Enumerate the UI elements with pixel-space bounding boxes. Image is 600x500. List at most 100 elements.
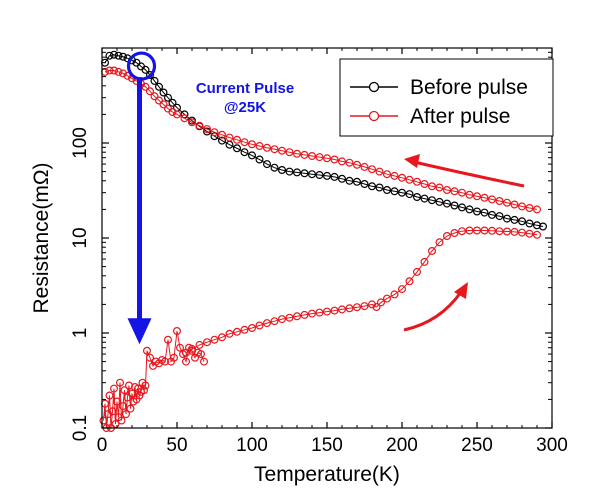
data-point (240, 148, 249, 157)
data-point (293, 312, 302, 321)
data-point (488, 226, 497, 235)
warming-direction-arrow (403, 282, 468, 332)
warming-arrowhead (454, 282, 468, 299)
data-point (338, 157, 347, 166)
y-tick-label: 10 (70, 227, 91, 248)
data-point (338, 174, 347, 183)
data-point (180, 114, 189, 123)
data-point (488, 195, 497, 204)
data-point (458, 188, 467, 197)
data-point (164, 335, 173, 344)
data-point (278, 166, 287, 175)
data-point (225, 133, 234, 142)
data-point (270, 145, 279, 154)
data-point (173, 110, 182, 119)
data-point (195, 121, 204, 130)
data-point (141, 82, 150, 91)
data-point (150, 76, 159, 85)
data-point (390, 290, 399, 299)
data-point (405, 190, 414, 199)
data-point (300, 310, 309, 319)
data-point (323, 154, 332, 163)
data-point (375, 167, 384, 176)
data-point (353, 160, 362, 169)
data-point (323, 171, 332, 180)
data-point (218, 333, 227, 342)
data-point (263, 160, 272, 169)
data-point (345, 158, 354, 167)
cooling-arrow-curve (413, 160, 525, 188)
data-point (428, 182, 437, 191)
data-point (263, 143, 272, 152)
data-point (210, 335, 219, 344)
data-point (420, 257, 429, 266)
data-point (308, 170, 317, 179)
data-point (473, 226, 482, 235)
data-point (146, 87, 155, 96)
data-point (182, 348, 191, 357)
legend-marker-before (368, 81, 380, 93)
data-point (383, 186, 392, 195)
data-point (390, 187, 399, 196)
legend-label-before: Before pulse (410, 76, 528, 99)
data-point (240, 325, 249, 334)
data-point (210, 128, 219, 137)
data-point (398, 173, 407, 182)
data-point (345, 176, 354, 185)
data-point (405, 277, 414, 286)
data-point (182, 357, 191, 366)
data-point (293, 149, 302, 158)
data-point (114, 67, 123, 76)
data-point (443, 199, 452, 208)
data-point (200, 357, 209, 366)
data-point (443, 186, 452, 195)
data-point (203, 338, 212, 347)
data-point (285, 167, 294, 176)
data-point (450, 187, 459, 196)
x-tick-label: 50 (166, 435, 187, 456)
data-point (510, 215, 519, 224)
data-point (413, 267, 422, 276)
data-point (495, 212, 504, 221)
series-3 (182, 226, 541, 357)
data-point (517, 217, 526, 226)
data-point (428, 196, 437, 205)
data-point (255, 321, 264, 330)
data-point (368, 165, 377, 174)
data-point (210, 132, 219, 141)
data-point (173, 327, 182, 336)
data-point (353, 177, 362, 186)
data-point (323, 307, 332, 316)
data-point (161, 357, 170, 366)
data-point (398, 285, 407, 294)
data-point (480, 193, 489, 202)
data-point (197, 350, 206, 359)
data-point (188, 344, 197, 353)
data-point (218, 130, 227, 139)
y-tick-label: 1 (70, 328, 91, 339)
data-point (435, 183, 444, 192)
data-point (525, 229, 534, 238)
data-point (458, 203, 467, 212)
data-point (112, 397, 121, 406)
data-point (443, 232, 452, 241)
x-tick-label: 0 (97, 435, 108, 456)
data-point (255, 155, 264, 164)
data-point (495, 227, 504, 236)
data-point (225, 329, 234, 338)
data-point (413, 193, 422, 202)
data-point (338, 305, 347, 314)
data-point (300, 169, 309, 178)
data-point (435, 197, 444, 206)
data-point (141, 65, 150, 74)
data-point (146, 70, 155, 79)
legend-label-after: After pulse (410, 105, 510, 128)
data-point (146, 353, 155, 362)
data-point (121, 410, 130, 419)
series-2 (99, 327, 209, 433)
data-point (345, 304, 354, 313)
data-point (168, 98, 177, 107)
x-tick-label: 200 (386, 435, 418, 456)
y-axis-title: Resistance(mΩ) (30, 162, 53, 313)
data-point (315, 153, 324, 162)
